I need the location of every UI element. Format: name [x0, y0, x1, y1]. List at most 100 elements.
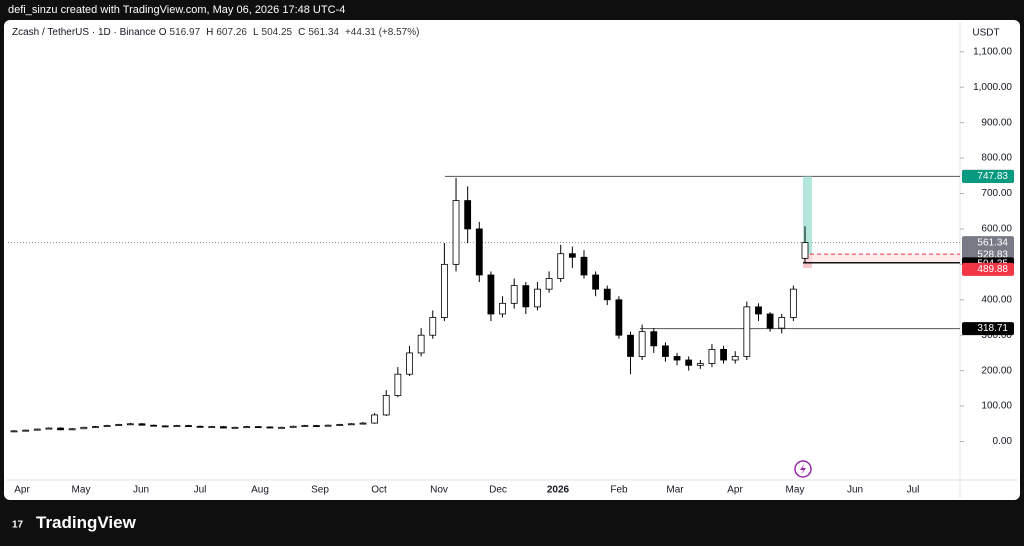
y-tick-label: 200.00 [981, 365, 1012, 376]
price-tag [962, 322, 1014, 336]
candle-body [499, 302, 506, 315]
candle-body [289, 425, 297, 428]
x-tick-label: Jul [194, 485, 207, 496]
x-tick-label: Sep [311, 485, 329, 496]
candle-body [766, 313, 774, 329]
x-tick-label: May [786, 485, 805, 496]
candle-body [475, 228, 483, 276]
y-tick-label: 400.00 [981, 294, 1012, 305]
x-tick-label: 2026 [547, 485, 570, 496]
x-tick-label: May [72, 485, 91, 496]
x-tick-label: Aug [251, 485, 269, 496]
legend-value: 504.25 [261, 27, 293, 38]
price-tag-label: 318.71 [977, 323, 1008, 334]
candle-body [208, 426, 216, 429]
candle-body [720, 348, 727, 361]
candle-body [755, 306, 762, 315]
candle-body [545, 278, 553, 290]
candle-body [45, 427, 53, 430]
y-tick-label: 0.00 [993, 436, 1013, 447]
price-tag-label: 747.83 [977, 171, 1008, 182]
candle-body [219, 426, 227, 429]
candle-body [324, 424, 332, 427]
x-tick-label: Jun [847, 485, 863, 496]
candle-body [685, 359, 693, 366]
candle-body [603, 288, 611, 301]
header: defi_sinzu created with TradingView.com,… [8, 4, 346, 16]
legend-value: 607.26 [216, 27, 247, 38]
candle-body [231, 426, 239, 429]
candle-body [801, 242, 809, 259]
event-icon[interactable] [794, 460, 812, 478]
candle-body [126, 423, 134, 426]
candle-body [336, 424, 344, 426]
legend-key: H [206, 27, 214, 38]
candle-body [150, 424, 157, 427]
candle-body [627, 334, 634, 357]
candle-body [592, 274, 600, 290]
candle-body [196, 425, 204, 428]
x-tick-label: Nov [430, 485, 448, 496]
candle-body [68, 428, 76, 431]
price-tag [962, 170, 1014, 184]
candle-body [510, 285, 518, 304]
brand-logo: 17 [12, 520, 24, 531]
candle-body [80, 426, 88, 430]
x-tick-label: Feb [610, 485, 628, 496]
candle-body [487, 274, 495, 315]
candle-body [568, 253, 576, 258]
symbol: Zcash / TetherUS · 1D · Binance [12, 27, 156, 38]
candle-body [406, 352, 413, 375]
legend: Zcash / TetherUS · 1D · Binance O 516.97 H 6… [12, 27, 425, 38]
candle-body [394, 373, 402, 396]
axis-unit: USDT [972, 28, 999, 39]
candle-body [650, 331, 658, 347]
y-tick-label: 300.00 [981, 330, 1012, 341]
x-tick-label: Apr [727, 485, 743, 496]
x-tick-label: Dec [489, 485, 507, 496]
candle-body [452, 200, 460, 265]
legend-key: O [158, 27, 167, 38]
candle-body [138, 423, 146, 426]
candle-body [243, 426, 251, 429]
y-tick-label: 600.00 [981, 224, 1012, 235]
candle-body [313, 425, 320, 427]
candle-body [440, 263, 448, 318]
y-tick-label: 700.00 [981, 188, 1012, 199]
candle-body [22, 429, 30, 432]
change: +44.31 (+8.57%) [344, 27, 420, 38]
candle-body [731, 356, 739, 361]
candle-body [115, 424, 123, 426]
candle-body [464, 200, 472, 230]
brand: TradingView [36, 513, 136, 532]
candle-body [278, 426, 285, 429]
candle-body [673, 356, 681, 361]
y-tick-label: 800.00 [981, 153, 1012, 164]
candle-body [580, 256, 588, 276]
candle-body [638, 331, 646, 357]
y-tick-label: 900.00 [981, 117, 1012, 128]
candle-body [57, 427, 64, 431]
candle-body [557, 253, 565, 279]
x-tick-label: Jun [133, 485, 149, 496]
candle-body [33, 428, 41, 431]
candle-body [743, 306, 751, 357]
candle-body [662, 345, 669, 357]
candle-body [10, 430, 18, 433]
candle-body [371, 414, 379, 424]
candle-body [382, 395, 390, 416]
candle-body [789, 288, 797, 318]
candle-body [173, 425, 181, 428]
price-tag-label: 489.88 [977, 264, 1008, 275]
price-tag [962, 262, 1014, 276]
event-bolt [800, 463, 806, 475]
candle-body [534, 288, 541, 308]
candle-body [696, 363, 704, 366]
candle-body [708, 348, 716, 364]
candle-body [615, 299, 623, 336]
candle-body [778, 317, 786, 329]
x-tick-label: Mar [666, 485, 684, 496]
candle-body [92, 426, 99, 429]
price-tag-label: 561.34 [977, 237, 1008, 248]
